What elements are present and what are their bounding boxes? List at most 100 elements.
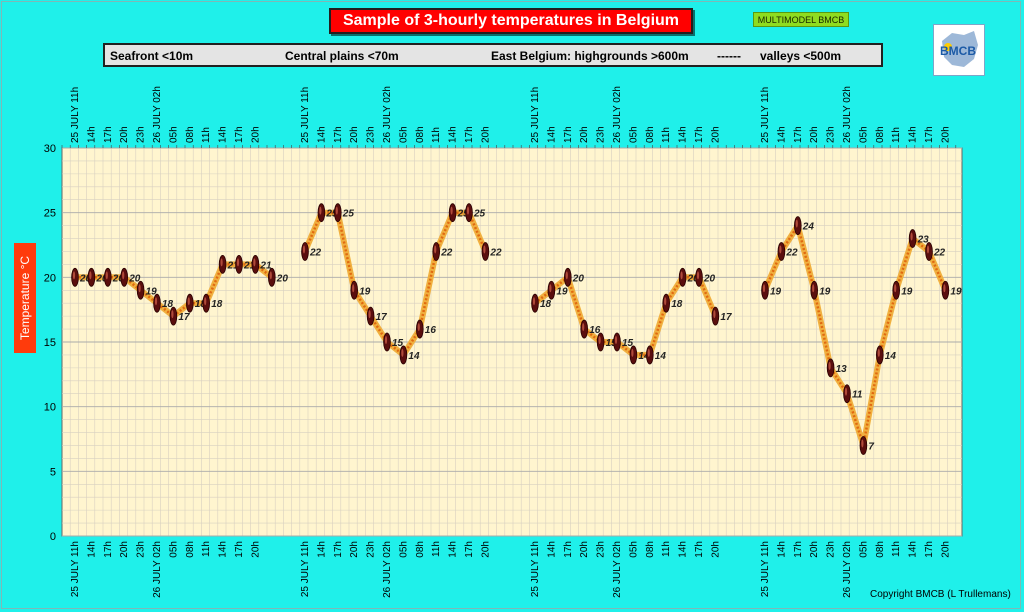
data-label: 21	[243, 260, 256, 271]
x-tick-label-top: 17h	[793, 126, 804, 143]
data-point-highlight	[713, 310, 716, 319]
data-label: 19	[901, 286, 913, 297]
data-point-highlight	[828, 361, 831, 370]
data-label: 22	[933, 247, 946, 258]
x-tick-label-bottom: 23h	[136, 541, 147, 558]
x-tick-label-bottom: 20h	[809, 541, 820, 558]
x-tick-label-bottom: 17h	[563, 541, 574, 558]
x-tick-label-bottom: 05h	[398, 541, 409, 558]
x-tick-label-top: 20h	[940, 126, 951, 143]
data-point-highlight	[943, 284, 946, 293]
data-point-highlight	[154, 297, 158, 306]
x-tick-label-top: 11h	[201, 127, 212, 143]
data-label: 22	[785, 247, 798, 258]
data-point-highlight	[220, 258, 223, 267]
data-point	[941, 280, 950, 300]
x-tick-label-top: 23h	[596, 126, 607, 143]
data-point	[547, 280, 556, 300]
x-tick-label-top: 25 JULY 11h	[70, 87, 81, 143]
x-tick-label-top: 11h	[661, 127, 672, 143]
x-tick-label-top: 20h	[480, 126, 491, 143]
data-point	[563, 267, 572, 287]
x-tick-label-top: 17h	[464, 126, 475, 143]
x-tick-label-top: 05h	[858, 126, 869, 143]
x-tick-label-top: 14h	[546, 126, 557, 143]
data-point-highlight	[236, 258, 240, 267]
data-label: 18	[540, 299, 552, 310]
x-tick-label-bottom: 14h	[448, 541, 459, 558]
x-tick-label-top: 08h	[185, 126, 196, 143]
x-tick-label-bottom: 20h	[940, 541, 951, 558]
x-tick-label-bottom: 26 JULY 02h	[152, 541, 163, 598]
data-label: 15	[392, 338, 404, 349]
data-label: 21	[227, 260, 240, 271]
x-tick-label-bottom: 17h	[694, 541, 705, 558]
data-point-highlight	[795, 219, 798, 228]
x-tick-label-bottom: 25 JULY 11h	[530, 541, 541, 597]
data-label: 17	[720, 312, 732, 323]
x-tick-label-top: 23h	[366, 126, 377, 143]
data-label: 14	[655, 351, 667, 362]
y-tick-label: 25	[44, 208, 56, 220]
data-point-highlight	[894, 284, 897, 293]
x-tick-label-top: 26 JULY 02h	[612, 86, 623, 143]
x-tick-label-bottom: 20h	[250, 541, 261, 558]
data-label: 19	[819, 286, 831, 297]
y-tick-label: 5	[50, 466, 56, 478]
data-label: 17	[178, 312, 190, 323]
data-point	[465, 203, 473, 223]
data-point-highlight	[877, 348, 880, 357]
x-tick-label-top: 05h	[168, 126, 179, 143]
data-point-highlight	[910, 232, 913, 241]
data-label: 20	[128, 273, 141, 284]
x-tick-label-bottom: 14h	[316, 541, 327, 558]
x-tick-label-bottom: 17h	[103, 541, 114, 558]
y-tick-label: 20	[44, 272, 56, 284]
x-tick-label-top: 20h	[119, 126, 130, 143]
data-point	[301, 242, 309, 261]
data-point-highlight	[253, 258, 256, 267]
x-tick-label-top: 14h	[218, 126, 229, 143]
data-label: 21	[259, 260, 272, 271]
x-tick-label-bottom: 23h	[366, 541, 377, 558]
x-tick-label-top: 05h	[628, 126, 639, 143]
data-point	[859, 436, 868, 455]
data-label: 18	[671, 299, 683, 310]
x-tick-label-top: 08h	[645, 126, 656, 143]
data-point-highlight	[417, 323, 420, 332]
model-badge: MULTIMODEL BMCB	[753, 12, 849, 27]
x-tick-label-bottom: 17h	[793, 541, 804, 558]
x-tick-label-bottom: 14h	[546, 541, 557, 558]
data-label: 18	[195, 299, 207, 310]
x-tick-label-top: 11h	[431, 127, 442, 143]
data-point-highlight	[549, 284, 552, 293]
data-point-highlight	[269, 271, 272, 280]
x-tick-label-top: 26 JULY 02h	[152, 86, 163, 143]
x-tick-label-bottom: 05h	[628, 541, 639, 558]
data-point-highlight	[582, 323, 585, 332]
data-point	[662, 293, 670, 313]
data-point	[711, 306, 720, 326]
data-point-highlight	[368, 310, 371, 319]
data-point	[843, 384, 851, 404]
data-label: 17	[376, 312, 388, 323]
x-tick-label-bottom: 26 JULY 02h	[612, 541, 623, 598]
data-point-highlight	[631, 348, 634, 357]
data-point	[695, 267, 703, 287]
data-point	[267, 267, 276, 287]
x-tick-label-top: 14h	[908, 126, 919, 143]
x-tick-label-top: 23h	[136, 126, 147, 143]
x-tick-label-bottom: 17h	[234, 541, 245, 558]
data-point-highlight	[696, 271, 700, 280]
data-label: 13	[836, 364, 848, 375]
x-tick-label-top: 17h	[333, 126, 344, 143]
data-point-highlight	[779, 245, 782, 254]
data-point	[104, 267, 112, 287]
data-label: 14	[885, 351, 897, 362]
x-tick-label-bottom: 05h	[168, 541, 179, 558]
x-tick-label-bottom: 11h	[891, 541, 902, 557]
y-tick-label: 10	[44, 402, 56, 414]
data-point	[580, 319, 588, 339]
data-point-highlight	[138, 284, 141, 293]
x-tick-label-bottom: 20h	[579, 541, 590, 558]
